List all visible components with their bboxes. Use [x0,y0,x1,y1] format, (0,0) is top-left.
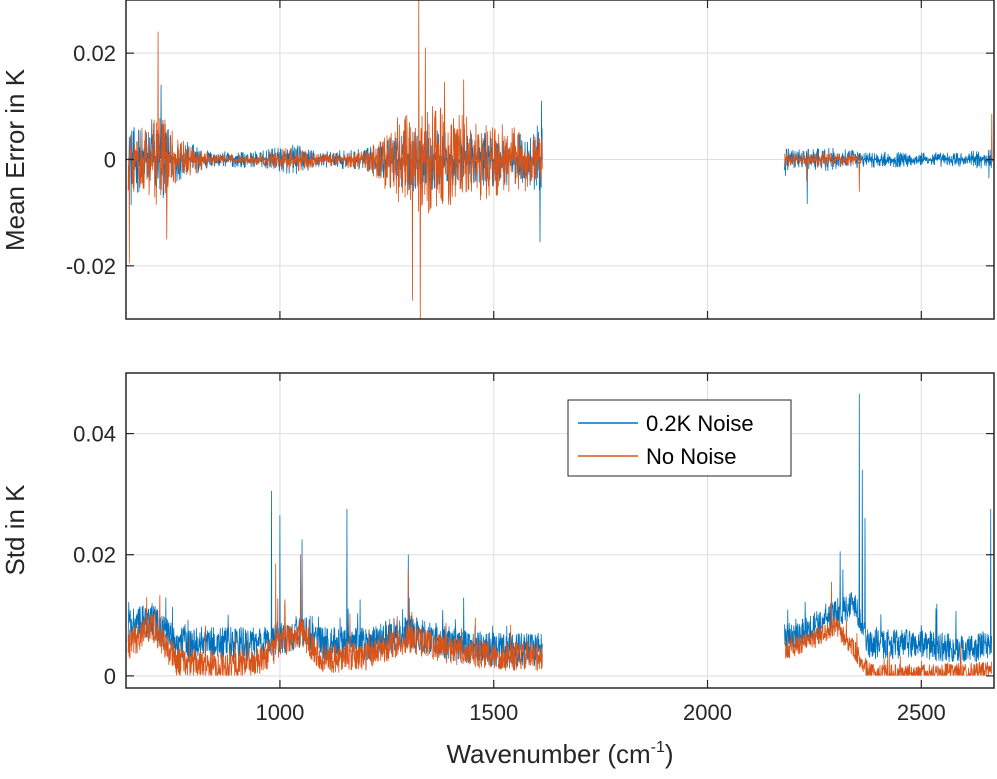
series-no-noise [127,554,993,676]
x-axis-label: Wavenumber (cm-1) [446,739,673,769]
top-ticks [126,0,994,319]
legend-label-noise: 0.2K Noise [646,411,754,436]
x-axis-label-superscript: -1 [651,739,665,756]
bottom-ticks [126,373,994,688]
x-tick-label: 2000 [683,700,732,725]
legend-label-nonoise: No Noise [646,444,736,469]
top-y-axis-label: Mean Error in K [0,68,30,251]
bottom-panel: 0 0.02 0.04 1000 1500 2000 2500 Std in K 0.2K… [0,372,995,725]
series-line [784,147,993,205]
bottom-y-axis-label: Std in K [0,484,30,576]
bottom-xtick-labels: 1000 1500 2000 2500 [255,700,945,725]
series-line [127,0,543,319]
y-tick-label: 0 [104,664,116,689]
y-tick-label: 0.02 [73,41,116,66]
bottom-series [127,393,993,676]
y-tick-label: 0.02 [73,543,116,568]
series-line [784,581,993,676]
y-tick-label: 0 [104,148,116,173]
series-line [784,151,862,192]
x-axis-label-close: ) [665,739,674,769]
bottom-ytick-labels: 0 0.02 0.04 [73,422,116,689]
top-ytick-labels: -0.02 0 0.02 [66,41,116,279]
top-panel: -0.02 0 0.02 Mean Error in K [0,0,995,320]
legend-box [567,399,792,477]
x-tick-label: 2500 [897,700,946,725]
y-tick-label: -0.02 [66,254,116,279]
top-grid [126,0,994,319]
x-tick-label: 1000 [255,700,304,725]
series-line [127,554,543,676]
y-tick-label: 0.04 [73,422,116,447]
bottom-axes-box [125,372,995,689]
x-tick-label: 1500 [469,700,518,725]
legend: 0.2K Noise No Noise [567,399,792,477]
top-series [127,0,994,319]
